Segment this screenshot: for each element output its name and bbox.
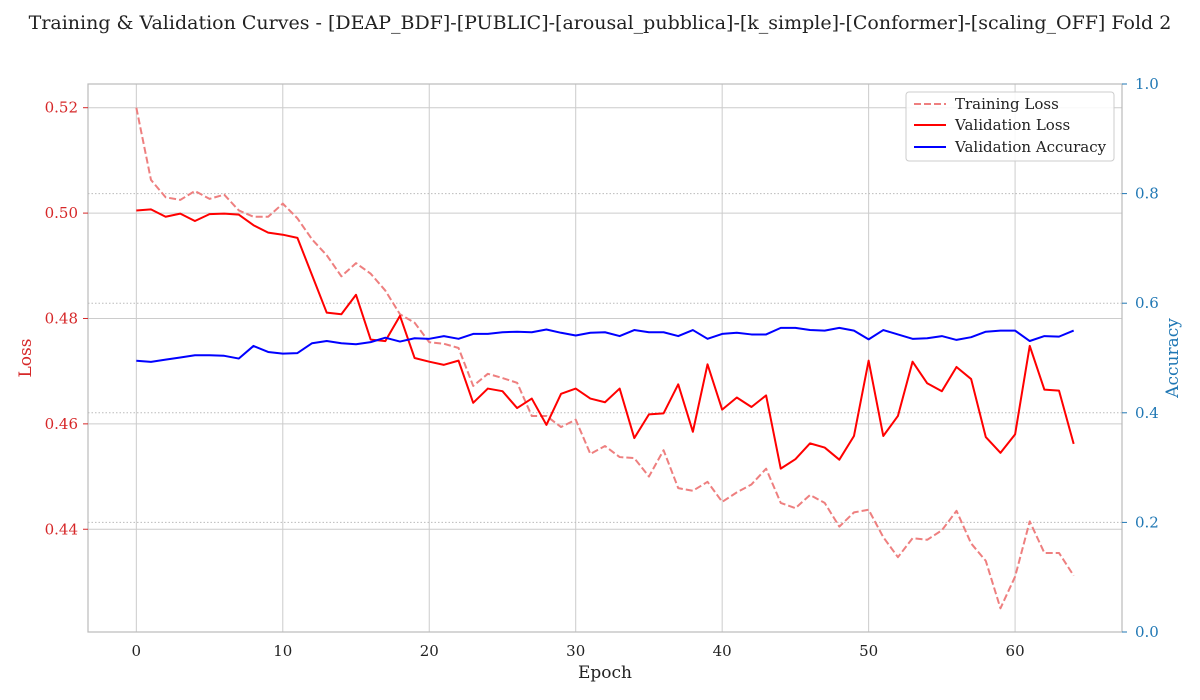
x-tick-label: 40 xyxy=(713,642,732,660)
legend-box xyxy=(905,91,1115,162)
series-line-validation-loss xyxy=(136,208,1075,470)
y-axis-label-left: Loss xyxy=(16,339,36,378)
x-axis-label: Epoch xyxy=(578,663,632,683)
x-tick-label: 10 xyxy=(273,642,292,660)
legend-label-validation-loss: Validation Loss xyxy=(954,116,1070,134)
y-right-tick-label: 0.2 xyxy=(1135,513,1159,531)
y-right-tick-label: 0.8 xyxy=(1135,185,1159,203)
x-tick-label: 50 xyxy=(859,642,878,660)
series-line-training-loss xyxy=(135,107,1075,610)
series-layer xyxy=(135,107,1075,610)
legend: Training Loss Validation Loss Validation… xyxy=(905,91,1115,162)
axes-layer: 0 10 20 30 40 50 60 0.44 0.46 0.48 0.50 0.52 0.0 0.2 0… xyxy=(45,75,1159,660)
x-tick-label: 0 xyxy=(132,642,142,660)
grid-layer xyxy=(88,83,1122,633)
series-line-validation-accuracy xyxy=(136,326,1075,363)
legend-item-validation-accuracy: Validation Accuracy xyxy=(914,138,1107,156)
y-tick-label: 0.52 xyxy=(45,99,78,117)
y-tick-label: 0.48 xyxy=(45,309,78,327)
x-tick-label: 30 xyxy=(566,642,585,660)
chart-title: Training & Validation Curves - [DEAP_BDF… xyxy=(29,12,1172,34)
legend-label-training-loss: Training Loss xyxy=(955,95,1059,113)
plot-area xyxy=(87,83,1123,633)
y-tick-label: 0.46 xyxy=(45,415,78,433)
legend-item-training-loss: Training Loss xyxy=(914,95,1059,113)
y-right-tick-label: 0.0 xyxy=(1135,623,1159,641)
x-tick-label: 20 xyxy=(420,642,439,660)
y-tick-label: 0.50 xyxy=(45,204,78,222)
y-right-tick-label: 0.6 xyxy=(1135,294,1159,312)
y-tick-label: 0.44 xyxy=(45,520,78,538)
legend-label-validation-accuracy: Validation Accuracy xyxy=(954,138,1107,156)
x-tick-label: 60 xyxy=(1006,642,1025,660)
y-right-tick-label: 1.0 xyxy=(1135,75,1159,93)
y-axis-label-right: Accuracy xyxy=(1163,318,1183,399)
legend-item-validation-loss: Validation Loss xyxy=(914,116,1070,134)
y-right-tick-label: 0.4 xyxy=(1135,404,1159,422)
